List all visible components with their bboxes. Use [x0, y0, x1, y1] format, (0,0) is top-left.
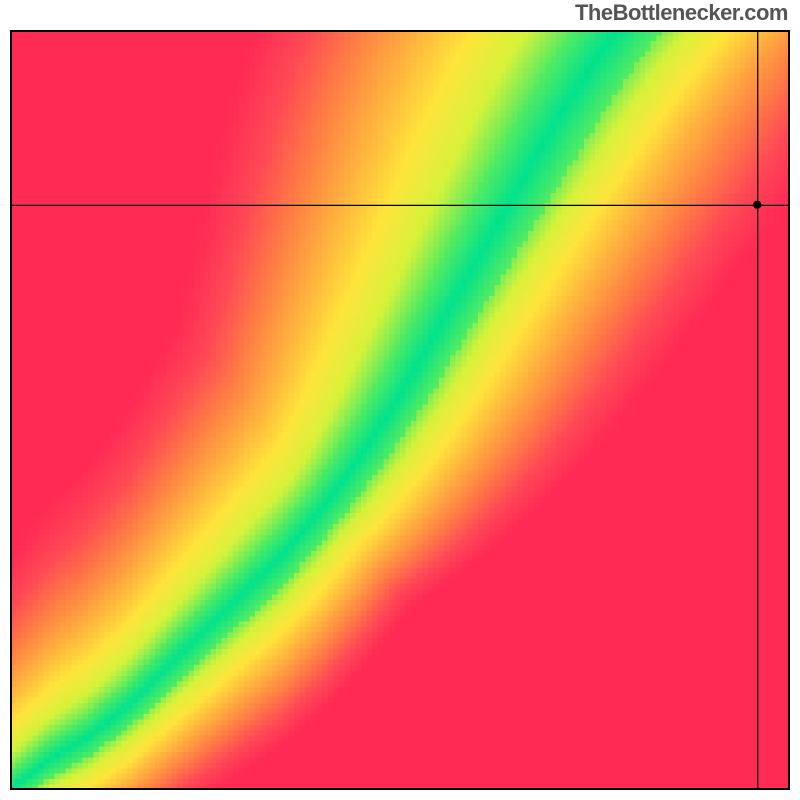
- watermark-text: TheBottlenecker.com: [575, 0, 788, 26]
- chart-container: TheBottlenecker.com: [0, 0, 800, 800]
- plot-area: [10, 30, 790, 790]
- overlay-canvas: [10, 30, 790, 790]
